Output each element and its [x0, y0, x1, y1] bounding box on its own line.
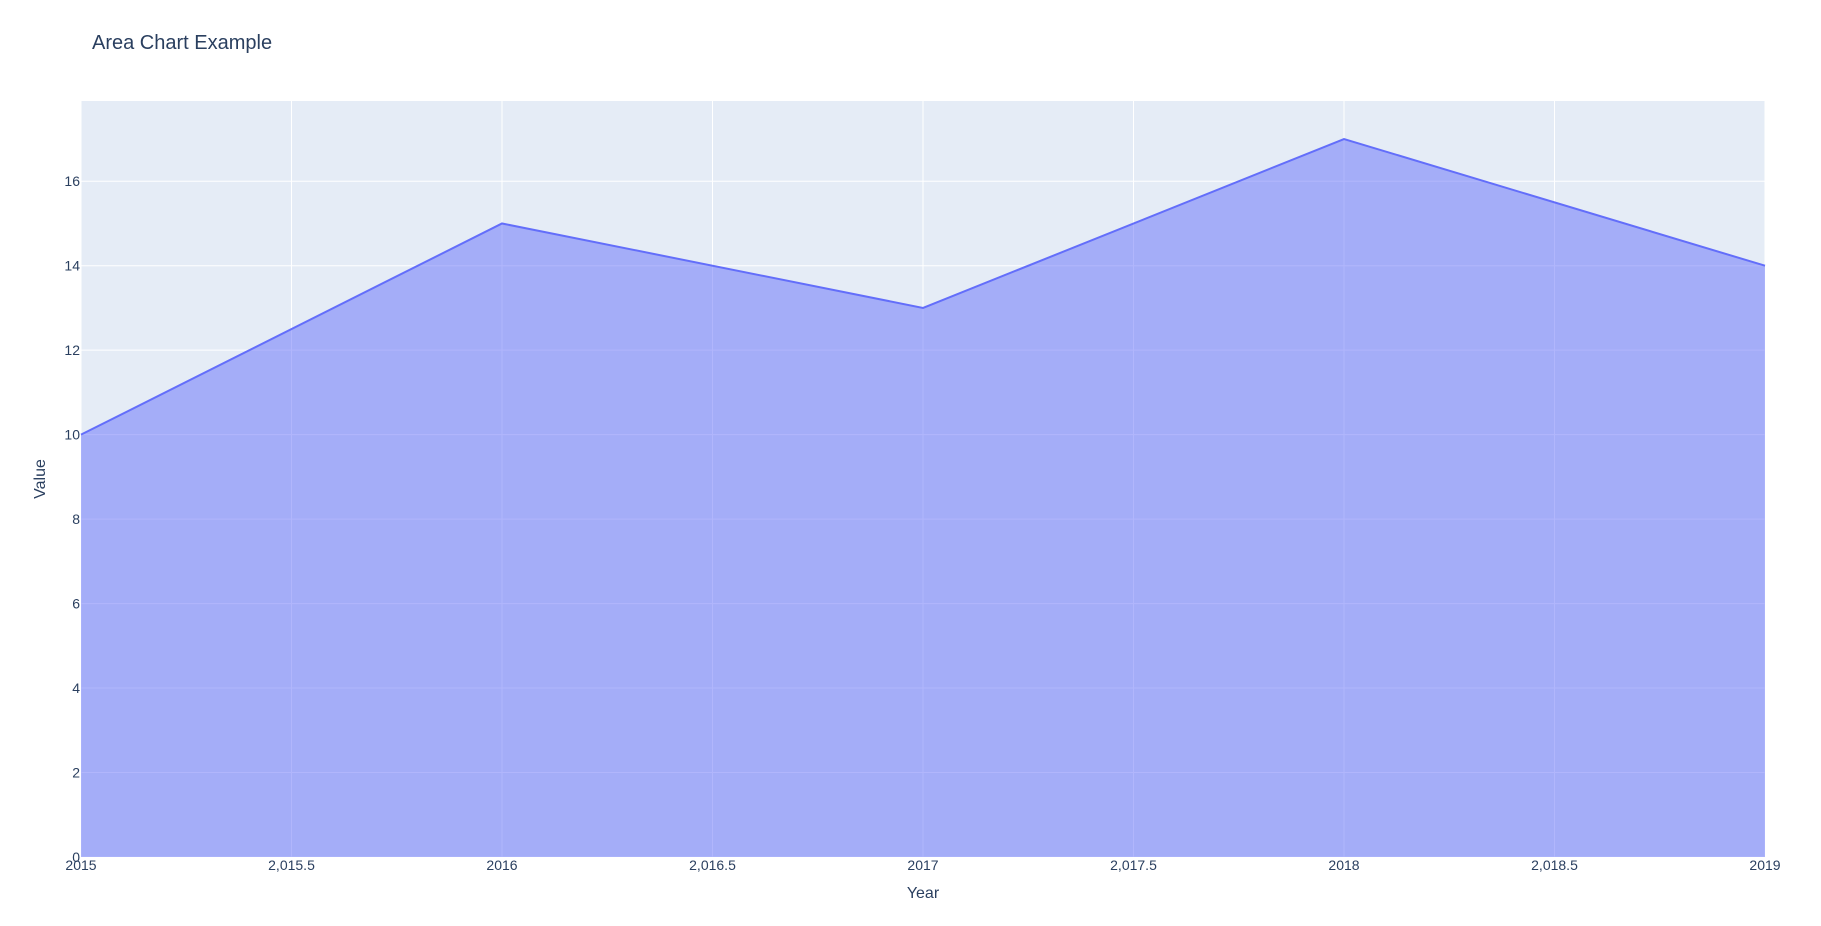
x-tick-label: 2019 [1749, 857, 1780, 873]
y-tick-label: 14 [64, 258, 80, 274]
y-tick-label: 6 [72, 596, 80, 612]
chart-title: Area Chart Example [92, 32, 273, 54]
x-tick-label: 2018 [1328, 857, 1359, 873]
y-tick-label: 10 [64, 427, 80, 443]
x-tick-label: 2,018.5 [1531, 857, 1578, 873]
y-axis-title: Value [32, 459, 49, 499]
x-tick-label: 2,017.5 [1110, 857, 1157, 873]
x-axis-ticks: 2015 2,015.5 2016 2,016.5 2017 2,017.5 2018 2,0… [65, 857, 1780, 873]
x-axis-title: Year [907, 885, 940, 902]
y-tick-label: 12 [64, 342, 80, 358]
x-tick-label: 2,015.5 [268, 857, 315, 873]
y-tick-label: 2 [72, 765, 80, 781]
y-tick-label: 0 [72, 849, 80, 865]
y-tick-label: 4 [72, 680, 80, 696]
series-line [80, 137, 1766, 436]
y-axis-ticks: 0 2 4 6 8 10 12 14 16 [64, 173, 80, 865]
x-tick-label: 2016 [486, 857, 517, 873]
x-tick-label: 2015 [65, 857, 96, 873]
y-tick-label: 8 [72, 511, 80, 527]
area-fill [81, 139, 1765, 857]
x-tick-label: 2017 [907, 857, 938, 873]
y-tick-label: 16 [64, 173, 80, 189]
x-tick-label: 2,016.5 [689, 857, 736, 873]
